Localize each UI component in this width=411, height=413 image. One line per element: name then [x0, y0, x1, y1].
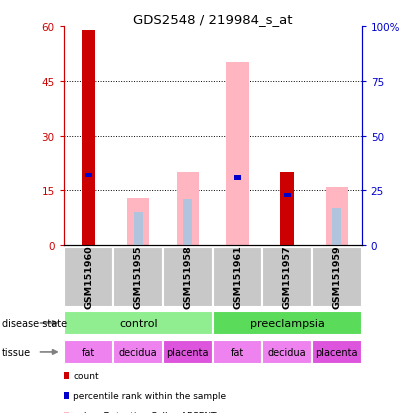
Bar	[64, 340, 113, 364]
Bar	[262, 248, 312, 308]
Text: placenta: placenta	[166, 347, 209, 357]
Text: fat: fat	[231, 347, 244, 357]
Text: disease state: disease state	[2, 318, 67, 328]
Text: placenta: placenta	[316, 347, 358, 357]
Bar	[163, 248, 213, 308]
Text: preeclampsia: preeclampsia	[250, 318, 325, 328]
Bar	[113, 340, 163, 364]
Bar	[326, 188, 348, 246]
Bar	[177, 173, 199, 246]
Bar	[134, 213, 143, 246]
Bar	[213, 340, 262, 364]
Bar	[226, 63, 249, 246]
Bar	[64, 311, 213, 335]
Bar	[280, 173, 294, 246]
Bar	[234, 176, 241, 180]
Bar	[213, 311, 362, 335]
Bar	[81, 31, 95, 246]
Bar	[113, 248, 163, 308]
Text: GSM151961: GSM151961	[233, 245, 242, 309]
Bar	[312, 248, 362, 308]
Text: GSM151955: GSM151955	[134, 245, 143, 308]
Bar	[183, 200, 192, 246]
Text: GSM151957: GSM151957	[283, 245, 292, 308]
Bar	[213, 248, 262, 308]
Bar	[64, 248, 113, 308]
Title: GDS2548 / 219984_s_at: GDS2548 / 219984_s_at	[133, 13, 293, 26]
Text: GSM151959: GSM151959	[332, 245, 342, 308]
Text: decidua: decidua	[268, 347, 307, 357]
Text: percentile rank within the sample: percentile rank within the sample	[73, 391, 226, 400]
Text: decidua: decidua	[119, 347, 157, 357]
Bar	[332, 209, 341, 246]
Bar	[127, 198, 149, 246]
Bar	[312, 340, 362, 364]
Text: control: control	[119, 318, 157, 328]
Text: GSM151958: GSM151958	[183, 245, 192, 309]
Bar	[284, 193, 291, 197]
Bar	[85, 173, 92, 178]
Text: count: count	[73, 371, 99, 380]
Text: fat: fat	[82, 347, 95, 357]
Text: value, Detection Call = ABSENT: value, Detection Call = ABSENT	[73, 411, 217, 413]
Text: GSM151960: GSM151960	[84, 245, 93, 308]
Bar	[262, 340, 312, 364]
Bar	[163, 340, 213, 364]
Text: tissue: tissue	[2, 347, 31, 357]
